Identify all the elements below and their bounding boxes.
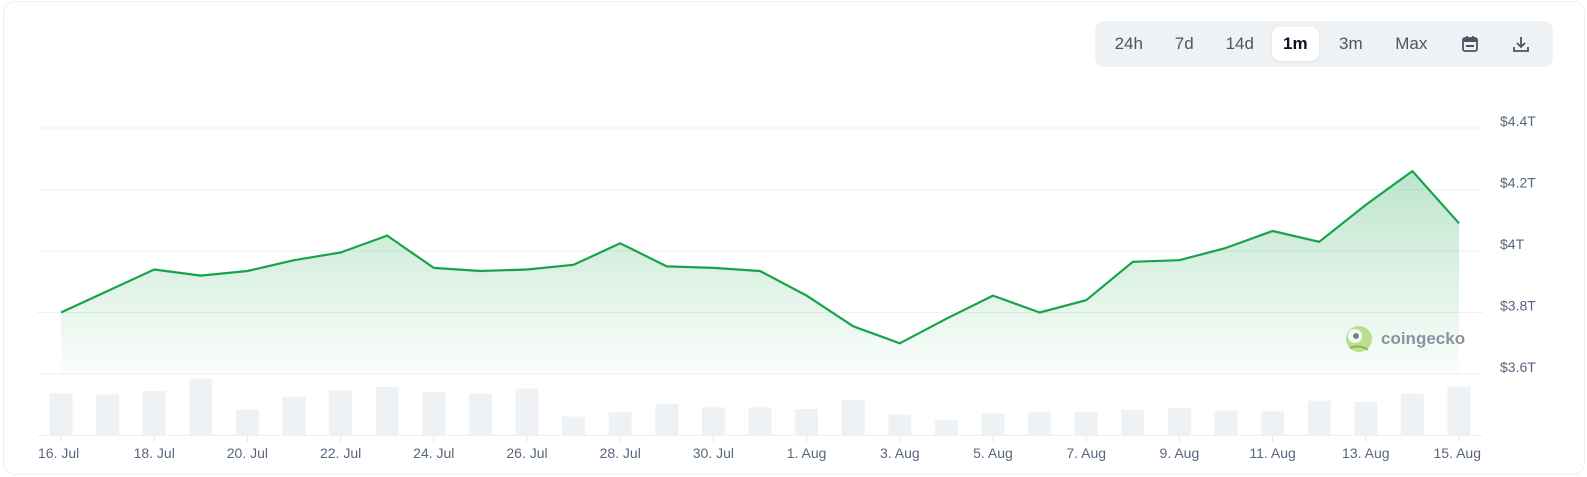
calendar-button[interactable] <box>1444 27 1496 61</box>
range-14d-button[interactable]: 14d <box>1225 34 1254 53</box>
x-tick-label: 20. Jul <box>227 445 268 461</box>
download-icon <box>1513 37 1530 52</box>
volume-bar <box>515 388 539 435</box>
price-area <box>60 170 1460 374</box>
volume-bars <box>49 378 1471 435</box>
volume-bar <box>841 399 865 435</box>
x-tick-label: 18. Jul <box>134 445 175 461</box>
volume-bar <box>655 403 679 435</box>
volume-bar <box>888 414 912 435</box>
watermark-text: coingecko <box>1381 329 1465 348</box>
volume-bar <box>608 412 632 435</box>
x-axis-ticks: 16. Jul 18. Jul 20. Jul 22. Jul 24. Jul 26. J… <box>38 436 1481 461</box>
volume-bar <box>468 393 492 435</box>
chart-card <box>3 1 1585 475</box>
volume-bar <box>189 378 213 435</box>
volume-bar <box>1214 410 1238 435</box>
volume-bar <box>1354 401 1378 435</box>
x-tick-label: 28. Jul <box>600 445 641 461</box>
volume-bar <box>329 390 353 435</box>
volume-bar <box>96 394 120 435</box>
range-3m-button[interactable]: 3m <box>1339 34 1363 53</box>
coingecko-watermark: coingecko <box>1346 326 1465 352</box>
volume-bar <box>1307 400 1331 435</box>
x-tick-label: 16. Jul <box>38 445 79 461</box>
volume-bar <box>1167 408 1191 435</box>
volume-bar <box>1261 411 1285 435</box>
volume-bar <box>1028 412 1052 435</box>
volume-bar <box>1074 411 1098 435</box>
gecko-logo-icon <box>1346 326 1372 352</box>
y-tick-label: $4.2T <box>1500 175 1536 191</box>
calendar-icon <box>1461 36 1478 52</box>
y-tick-label: $4T <box>1500 236 1525 252</box>
volume-bar <box>1400 393 1424 435</box>
x-tick-label: 5. Aug <box>973 445 1013 461</box>
volume-bar <box>375 386 399 435</box>
volume-bar <box>701 407 725 435</box>
price-line <box>60 170 1460 345</box>
x-tick-label: 30. Jul <box>693 445 734 461</box>
y-axis-ticks: $4.4T $4.2T $4T $3.8T $3.6T <box>1500 113 1536 375</box>
volume-bar <box>562 416 586 435</box>
x-tick-label: 15. Aug <box>1434 445 1482 461</box>
x-tick-label: 11. Aug <box>1249 445 1295 461</box>
y-tick-label: $4.4T <box>1500 113 1536 129</box>
volume-bar <box>282 396 306 435</box>
volume-bar <box>748 407 772 435</box>
x-tick-label: 9. Aug <box>1160 445 1200 461</box>
volume-bar <box>1447 386 1471 435</box>
y-tick-label: $3.8T <box>1500 298 1536 314</box>
volume-bar <box>142 390 166 435</box>
y-tick-label: $3.6T <box>1500 359 1536 375</box>
x-tick-label: 7. Aug <box>1066 445 1106 461</box>
volume-bar <box>981 413 1005 435</box>
range-max-button[interactable]: Max <box>1395 34 1428 53</box>
range-toolbar: 24h 7d 14d 1m 3m Max <box>1095 21 1553 67</box>
volume-bar <box>1121 410 1145 435</box>
x-tick-label: 26. Jul <box>506 445 547 461</box>
x-tick-label: 3. Aug <box>880 445 920 461</box>
x-tick-label: 24. Jul <box>413 445 454 461</box>
volume-bar <box>235 409 259 435</box>
price-area-fill <box>61 171 1459 374</box>
download-button[interactable] <box>1496 27 1548 61</box>
range-7d-button[interactable]: 7d <box>1174 34 1194 53</box>
range-1m-button[interactable]: 1m <box>1271 27 1320 61</box>
volume-bar <box>795 408 819 435</box>
x-tick-label: 13. Aug <box>1342 445 1390 461</box>
volume-bar <box>934 419 958 435</box>
range-24h-button[interactable]: 24h <box>1114 34 1143 53</box>
volume-bar <box>422 392 446 435</box>
x-tick-label: 1. Aug <box>787 445 827 461</box>
volume-bar <box>49 393 73 435</box>
x-tick-label: 22. Jul <box>320 445 361 461</box>
